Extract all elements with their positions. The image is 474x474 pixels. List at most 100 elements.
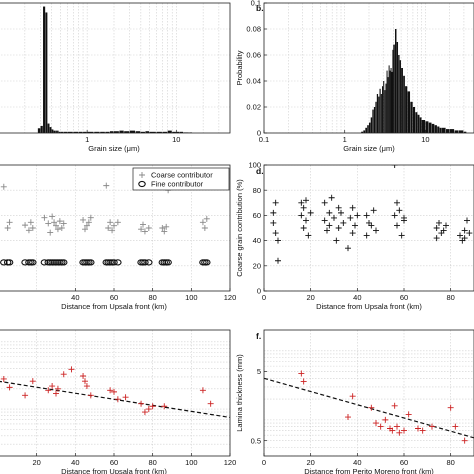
bar xyxy=(58,131,61,133)
bar xyxy=(367,125,369,133)
point xyxy=(80,373,87,380)
point xyxy=(349,393,356,400)
bar xyxy=(401,68,403,133)
legend-box xyxy=(132,167,230,191)
point xyxy=(443,222,449,229)
panel-label: f. xyxy=(256,331,261,341)
panel-label: b. xyxy=(256,3,264,13)
point xyxy=(203,259,211,266)
bar xyxy=(386,70,388,133)
point xyxy=(83,383,90,390)
bar xyxy=(45,12,48,133)
point xyxy=(326,209,333,216)
point xyxy=(56,218,63,225)
bar xyxy=(156,131,162,133)
bar xyxy=(87,131,94,133)
bar xyxy=(55,130,57,133)
bar xyxy=(361,131,364,133)
point xyxy=(433,225,440,231)
y-axis-label: Coarse grain contribution (%) xyxy=(235,179,244,277)
x-tick-label: 80 xyxy=(446,293,454,302)
bar xyxy=(425,121,429,133)
axes-frame xyxy=(263,2,474,134)
point xyxy=(328,194,335,201)
bar xyxy=(376,94,379,133)
bar xyxy=(373,107,376,133)
point xyxy=(349,230,356,237)
point xyxy=(436,219,442,226)
bar xyxy=(78,131,83,133)
bar xyxy=(47,123,50,133)
point xyxy=(110,259,118,266)
point xyxy=(49,383,56,390)
point xyxy=(68,366,75,373)
point xyxy=(391,212,398,219)
point xyxy=(303,197,309,204)
x-axis-label: Distance from Upsala front (km) xyxy=(61,467,167,474)
point xyxy=(22,222,29,229)
y-tick-label: 5 xyxy=(257,367,261,376)
point xyxy=(300,204,307,211)
point xyxy=(415,425,421,432)
point xyxy=(6,219,13,226)
x-axis-label: Distance from Upsala front (km) xyxy=(61,302,167,311)
point xyxy=(382,416,389,423)
bar xyxy=(399,60,401,133)
panel-5: 20 40 60 80 100 120 Distance from Upsala front… xyxy=(0,329,236,474)
bar xyxy=(441,127,446,133)
point xyxy=(433,235,440,242)
point xyxy=(164,259,172,266)
point xyxy=(298,370,305,377)
bar xyxy=(392,49,394,133)
bar xyxy=(73,131,79,133)
y-tick-label: 20 xyxy=(253,261,261,270)
bar xyxy=(60,131,64,133)
x-tick-label: 20 xyxy=(32,458,40,467)
bar xyxy=(365,127,368,133)
bar xyxy=(369,122,371,133)
bar xyxy=(393,44,395,133)
point xyxy=(107,219,114,226)
point xyxy=(338,209,344,216)
x-tick-label: 60 xyxy=(110,293,118,302)
point xyxy=(114,396,121,403)
point xyxy=(29,378,36,385)
point xyxy=(80,216,87,223)
point xyxy=(419,427,426,434)
point xyxy=(41,214,48,221)
axes-frame xyxy=(263,164,474,292)
bar xyxy=(449,129,455,133)
panel-1: 1 10 Grain size (μm) xyxy=(0,2,231,153)
point xyxy=(307,209,314,216)
point xyxy=(138,226,145,233)
y-axis-label: Lamina thickness (mm) xyxy=(235,354,244,432)
y-tick-label: 0 xyxy=(257,287,261,296)
grid xyxy=(264,330,474,456)
bar xyxy=(83,131,87,133)
y-tick-label: 0.04 xyxy=(246,77,261,86)
x-tick-label: 60 xyxy=(110,458,118,467)
point xyxy=(54,226,61,233)
point xyxy=(300,225,307,231)
x-tick-label: 80 xyxy=(446,458,454,467)
bar xyxy=(380,94,382,133)
x-tick-label: 0.1 xyxy=(259,135,269,144)
point xyxy=(87,392,94,399)
bar xyxy=(383,81,385,133)
point xyxy=(207,400,214,407)
x-tick-label: 10 xyxy=(421,135,429,144)
bar xyxy=(140,131,145,133)
point xyxy=(352,222,358,229)
bar xyxy=(51,129,54,133)
marks xyxy=(264,370,474,444)
point xyxy=(159,225,166,231)
point xyxy=(21,259,29,266)
point xyxy=(141,259,149,266)
bar xyxy=(145,131,150,133)
bar xyxy=(167,130,172,133)
bar xyxy=(454,130,459,133)
point xyxy=(373,420,379,427)
bar xyxy=(421,120,426,133)
x-axis-label: Distance from Perito Moreno front (km) xyxy=(304,467,434,474)
point xyxy=(82,378,88,385)
